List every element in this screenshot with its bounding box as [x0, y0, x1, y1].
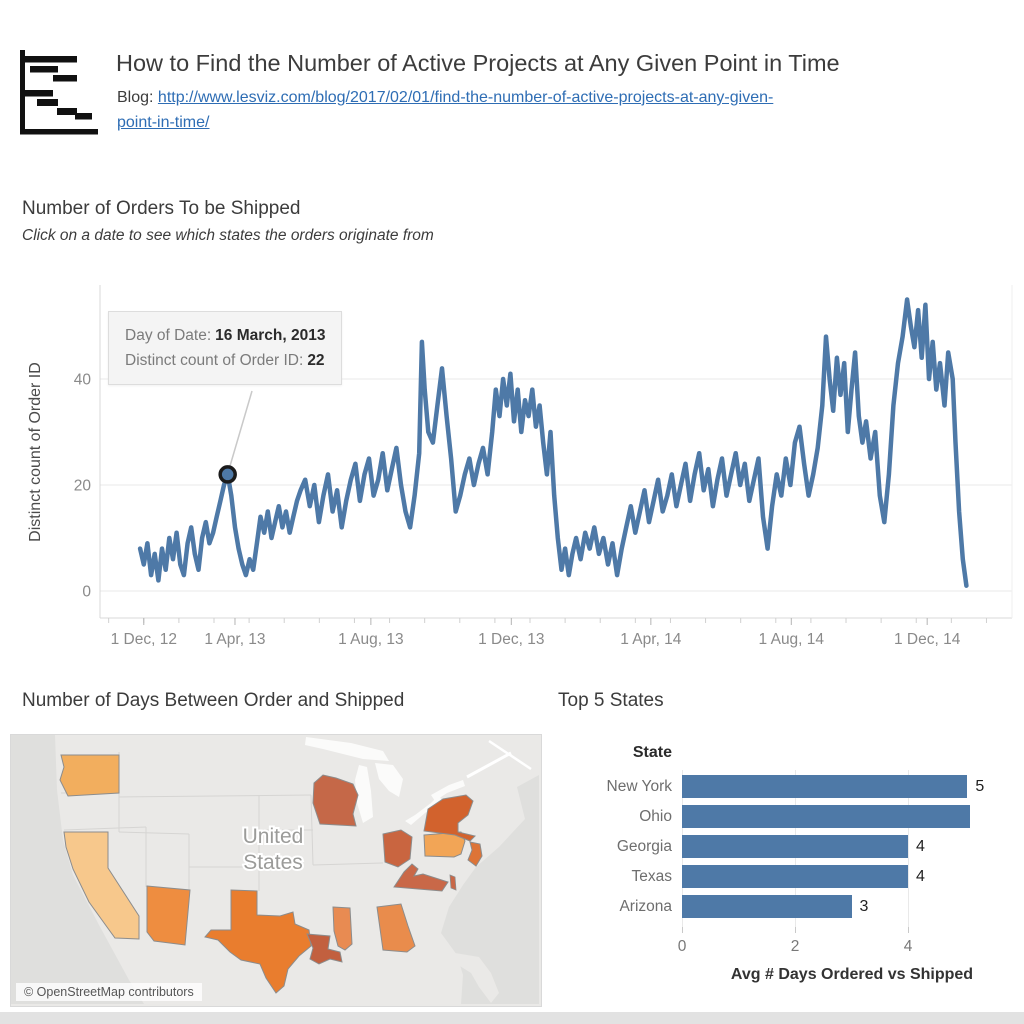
bar-row-label-georgia: Georgia [616, 838, 672, 855]
blog-link[interactable]: http://www.lesviz.com/blog/2017/02/01/fi… [117, 89, 774, 131]
lake-superior [305, 737, 389, 761]
y-tick-label: 0 [82, 584, 91, 601]
line-chart-title: Number of Orders To be Shipped [22, 198, 301, 219]
lake-ontario [431, 780, 465, 801]
state-virginia[interactable] [393, 863, 449, 892]
florida-landmass [455, 953, 499, 1003]
state-mississippi[interactable] [332, 906, 353, 951]
bar-tick-label: 2 [790, 938, 800, 955]
state-california[interactable] [63, 831, 140, 940]
state-washington[interactable] [59, 754, 120, 797]
x-tick-label: 1 Aug, 14 [759, 631, 825, 648]
chart-tooltip: Day of Date: 16 March, 2013 Distinct coun… [108, 311, 343, 385]
page-title: How to Find the Number of Active Project… [116, 50, 840, 76]
bar-value-label: 3 [859, 898, 869, 915]
x-tick-label: 1 Dec, 13 [478, 631, 544, 648]
y-tick-label: 40 [74, 372, 92, 389]
tooltip-count-row: Distinct count of Order ID: 22 [125, 352, 325, 369]
atlantic-ocean [441, 775, 539, 1004]
bar-chart-title: Top 5 States [558, 690, 664, 711]
choropleth-map[interactable]: United States © OpenStreetMap contributor… [10, 734, 542, 1007]
map-place-label: United States [243, 825, 304, 874]
river-line [488, 739, 532, 771]
y-tick-label: 20 [74, 478, 92, 495]
bar-georgia[interactable] [682, 835, 908, 858]
state-virginia-eastern-shore[interactable] [449, 874, 457, 891]
bar-row-label-arizona: Arizona [619, 898, 672, 915]
lake-huron [375, 763, 403, 797]
bar-x-axis-title: Avg # Days Ordered vs Shipped [730, 966, 974, 983]
bar-texas[interactable] [682, 865, 908, 888]
state-georgia[interactable] [376, 903, 416, 953]
bar-axis-tick [795, 927, 796, 933]
map-title: Number of Days Between Order and Shipped [22, 690, 405, 711]
state-border-line [118, 831, 190, 835]
bar-arizona[interactable] [682, 895, 852, 918]
state-texas[interactable] [204, 889, 312, 994]
bar-gridline [908, 770, 909, 927]
lake-michigan [355, 765, 373, 823]
bar-value-label: 4 [916, 868, 925, 885]
bar-row-label-texas: Texas [631, 868, 673, 885]
footer-strip [0, 1012, 1024, 1024]
state-ohio[interactable] [382, 829, 413, 868]
tooltip-date-row: Day of Date: 16 March, 2013 [125, 327, 326, 344]
bar-axis-tick [682, 927, 683, 933]
state-louisiana[interactable] [306, 933, 343, 965]
x-tick-label: 1 Dec, 14 [894, 631, 961, 648]
bar-value-label: 4 [916, 838, 925, 855]
st-lawrence-river [466, 751, 512, 779]
bar-column-header: State [632, 744, 672, 761]
state-border-line [63, 826, 147, 831]
bar-axis-tick [908, 927, 909, 933]
bar-ohio[interactable] [682, 805, 971, 828]
state-border-line [312, 862, 384, 866]
bar-new-york[interactable] [682, 775, 968, 798]
line-chart-subtitle: Click on a date to see which states the … [22, 227, 434, 244]
state-border-line [118, 794, 312, 798]
orders-line-series[interactable] [137, 297, 969, 588]
gantt-chart-icon [20, 50, 98, 135]
bar-row-label-ohio: Ohio [639, 808, 672, 825]
bar-tick-label: 0 [677, 938, 687, 955]
bar-row-label-new-york: New York [606, 778, 672, 795]
selected-date-marker[interactable] [218, 465, 237, 484]
bar-tick-label: 4 [903, 938, 913, 955]
pacific-ocean [11, 735, 144, 1004]
x-tick-label: 1 Aug, 13 [338, 631, 404, 648]
us-map-canvas[interactable]: United States [11, 735, 539, 1004]
tooltip-callout-line [229, 390, 253, 467]
x-tick-label: 1 Dec, 12 [111, 631, 177, 648]
blog-prefix: Blog: [117, 89, 154, 106]
blog-line: Blog: http://www.lesviz.com/blog/2017/02… [117, 85, 917, 135]
orders-line-chart[interactable]: 0 20 40 1 Dec, 12 1 Apr, 13 1 Aug, 13 1 Dec, 1… [0, 265, 1024, 665]
y-axis-title: Distinct count of Order ID [27, 362, 44, 542]
state-new-jersey[interactable] [467, 841, 483, 867]
state-arizona[interactable] [146, 885, 191, 946]
state-pennsylvania[interactable] [423, 831, 466, 858]
state-wisconsin[interactable] [312, 774, 359, 827]
lake-erie [405, 795, 442, 825]
bar-value-label: 5 [975, 778, 985, 795]
x-tick-label: 1 Apr, 13 [204, 631, 265, 648]
map-attribution: © OpenStreetMap contributors [16, 983, 202, 1001]
state-new-york[interactable] [423, 794, 476, 842]
x-tick-label: 1 Apr, 14 [620, 631, 682, 648]
